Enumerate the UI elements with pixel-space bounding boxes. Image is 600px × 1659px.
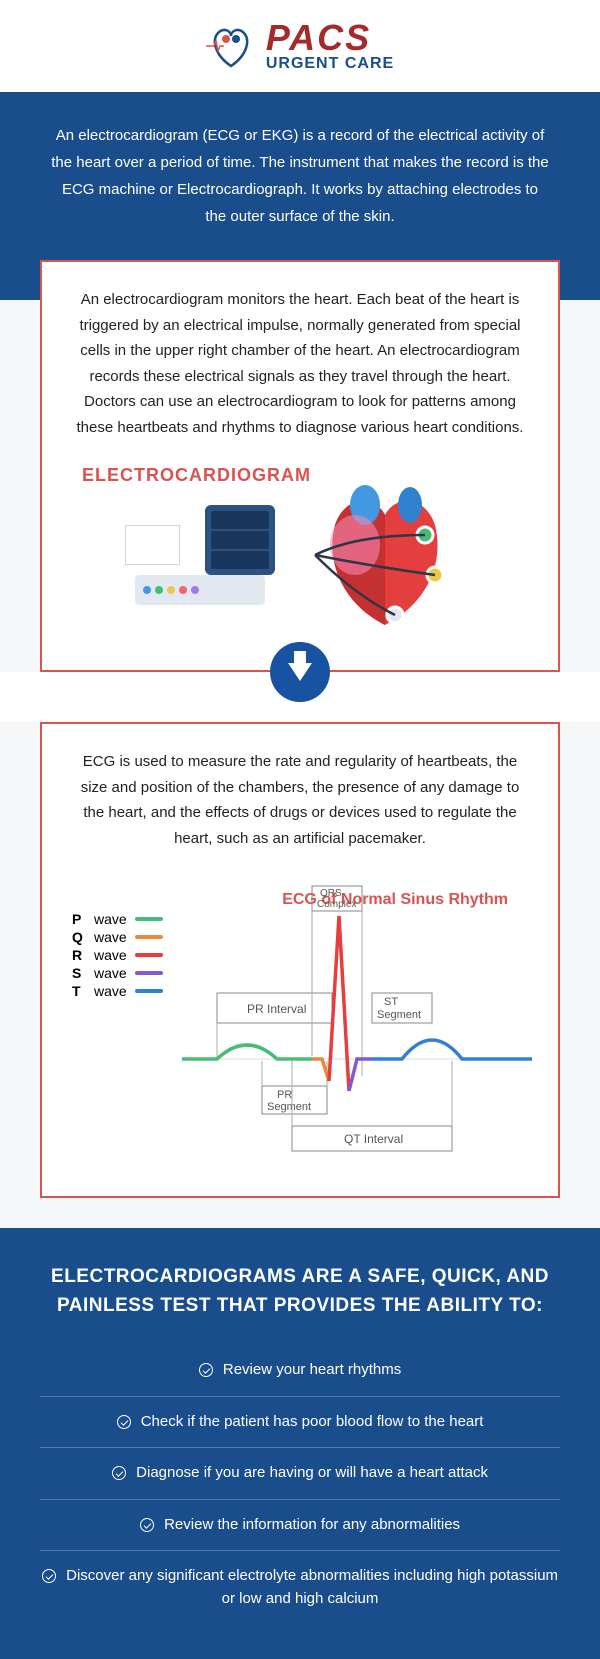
svg-text:Segment: Segment (267, 1101, 311, 1113)
logo-icon (206, 21, 256, 71)
benefits-section: ELECTROCARDIOGRAMS ARE A SAFE, QUICK, AN… (0, 1228, 600, 1659)
logo-sub-text: URGENT CARE (266, 56, 394, 72)
logo: PACS URGENT CARE (206, 20, 394, 72)
check-icon (112, 1466, 126, 1480)
box2-text: ECG is used to measure the rate and regu… (72, 749, 528, 851)
svg-text:Segment: Segment (377, 1009, 421, 1021)
svg-text:PR: PR (277, 1089, 292, 1101)
benefit-item: Check if the patient has poor blood flow… (40, 1397, 560, 1449)
svg-text:Complex: Complex (317, 899, 356, 910)
check-icon (199, 1363, 213, 1377)
check-icon (42, 1569, 56, 1583)
header: PACS URGENT CARE (0, 0, 600, 92)
ecg-machine-icon (125, 495, 275, 615)
svg-text:PR Interval: PR Interval (247, 1002, 306, 1016)
benefit-item: Review your heart rhythms (40, 1345, 560, 1397)
ecg-waveform-chart: ECG of Normal Sinus Rhythm PwaveQwaveRwa… (72, 871, 528, 1171)
svg-text:QRS: QRS (320, 888, 342, 899)
benefit-item: Diagnose if you are having or will have … (40, 1448, 560, 1500)
benefit-item: Discover any significant electrolyte abn… (40, 1551, 560, 1624)
box1-text: An electrocardiogram monitors the heart.… (72, 287, 528, 440)
intro-paragraph: An electrocardiogram (ECG or EKG) is a r… (0, 92, 600, 260)
info-box-2: ECG is used to measure the rate and regu… (40, 722, 560, 1198)
check-icon (140, 1518, 154, 1532)
down-arrow-icon (270, 642, 330, 702)
info-box-1: An electrocardiogram monitors the heart.… (40, 260, 560, 672)
ecg-machine-diagram: ELECTROCARDIOGRAM (72, 465, 528, 645)
heart-anatomy-icon (295, 465, 475, 645)
svg-text:ST: ST (384, 996, 398, 1008)
logo-main-text: PACS (266, 20, 394, 56)
check-icon (117, 1415, 131, 1429)
benefit-item: Review the information for any abnormali… (40, 1500, 560, 1552)
svg-text:QT Interval: QT Interval (344, 1132, 403, 1146)
benefits-heading: ELECTROCARDIOGRAMS ARE A SAFE, QUICK, AN… (40, 1263, 560, 1320)
diagram-title: ELECTROCARDIOGRAM (82, 465, 311, 486)
